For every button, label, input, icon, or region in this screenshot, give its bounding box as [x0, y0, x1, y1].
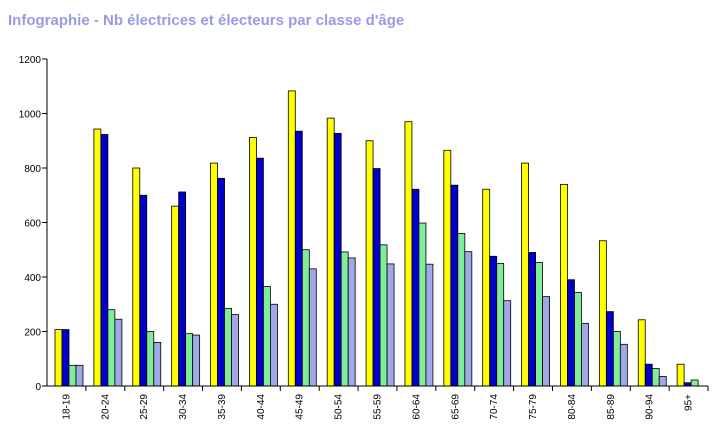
bar [75, 364, 84, 387]
x-axis-ticks: 18-19 20-24 25-29 30-34 35-39 40-44 45-49 50-54… [61, 386, 709, 420]
x-tick-label: 45-49 [295, 394, 306, 420]
bar [489, 255, 498, 387]
y-tick-label: 600 [24, 219, 41, 230]
bar [418, 222, 427, 387]
bar [521, 162, 529, 387]
bar [404, 121, 413, 387]
bar [386, 263, 395, 387]
y-tick-label: 800 [24, 164, 41, 175]
bar [542, 296, 550, 387]
bar [270, 303, 278, 387]
bar [605, 311, 614, 387]
bar [326, 117, 335, 387]
x-tick-label: 18-19 [61, 394, 72, 420]
bar [263, 286, 271, 387]
x-tick-label: 80-84 [567, 394, 578, 420]
bar [503, 300, 512, 387]
x-tick-label: 30-34 [178, 394, 189, 420]
bar [171, 205, 180, 387]
bar [333, 132, 342, 387]
bar [185, 333, 194, 387]
bar [153, 341, 162, 387]
bar [637, 319, 646, 387]
y-tick-label: 200 [24, 328, 41, 339]
y-tick-label: 1200 [19, 55, 42, 66]
bar [146, 331, 155, 387]
x-tick-label: 25-29 [139, 394, 150, 420]
bar [676, 363, 685, 387]
x-tick-label: 85-89 [606, 394, 617, 420]
bar [651, 368, 660, 387]
bar [294, 130, 303, 387]
x-tick-label: 35-39 [217, 394, 228, 420]
x-tick-label: 65-69 [450, 394, 461, 420]
bar [535, 262, 543, 387]
x-tick-label: 70-74 [489, 394, 500, 420]
bar [567, 279, 575, 387]
bar [301, 249, 310, 387]
x-tick-label: 40-44 [256, 394, 267, 420]
bar [581, 322, 589, 387]
bar [658, 376, 667, 387]
bar [464, 251, 473, 387]
bar [496, 262, 505, 387]
bar [61, 329, 70, 387]
bar [114, 318, 123, 387]
x-tick-label: 90-94 [645, 394, 656, 420]
y-tick-label: 0 [35, 382, 41, 393]
bar [612, 331, 621, 387]
bar [482, 188, 491, 387]
bar [210, 162, 218, 387]
y-tick-label: 1000 [19, 110, 42, 121]
bar [619, 343, 628, 387]
bar [450, 184, 459, 387]
bar [598, 240, 607, 387]
bar [425, 263, 434, 387]
bars [54, 90, 699, 387]
y-axis-ticks: 0 200 400 600 800 1000 1200 [19, 55, 47, 393]
x-tick-label: 95+ [684, 394, 695, 411]
bar [68, 364, 77, 387]
bar [178, 191, 187, 387]
bar [443, 149, 452, 387]
bar [411, 188, 420, 387]
bar [690, 379, 699, 387]
bar [644, 363, 653, 387]
bar [574, 292, 582, 387]
x-tick-label: 75-79 [528, 394, 539, 420]
x-tick-label: 60-64 [411, 394, 422, 420]
x-tick-label: 50-54 [334, 394, 345, 420]
x-tick-label: 55-59 [373, 394, 384, 420]
bar [256, 157, 264, 387]
bar [372, 168, 381, 387]
x-tick-label: 20-24 [100, 394, 111, 420]
bar [308, 268, 317, 387]
bar [287, 90, 296, 387]
bar [217, 177, 225, 387]
bar [457, 232, 466, 387]
bar [224, 307, 232, 387]
bar [560, 183, 568, 387]
bar [192, 334, 201, 387]
bar [132, 167, 141, 387]
y-tick-label: 400 [24, 273, 41, 284]
bar [93, 128, 102, 387]
bar [340, 251, 349, 387]
bar [365, 140, 374, 387]
bar [528, 252, 536, 387]
bar [379, 244, 388, 387]
bar [54, 329, 63, 387]
chart-title: Infographie - Nb électrices et électeurs… [8, 12, 405, 29]
bar [107, 309, 116, 387]
bar [100, 134, 109, 387]
bar [249, 137, 257, 387]
bar [347, 257, 356, 387]
bar [231, 314, 239, 387]
bar [139, 194, 148, 387]
